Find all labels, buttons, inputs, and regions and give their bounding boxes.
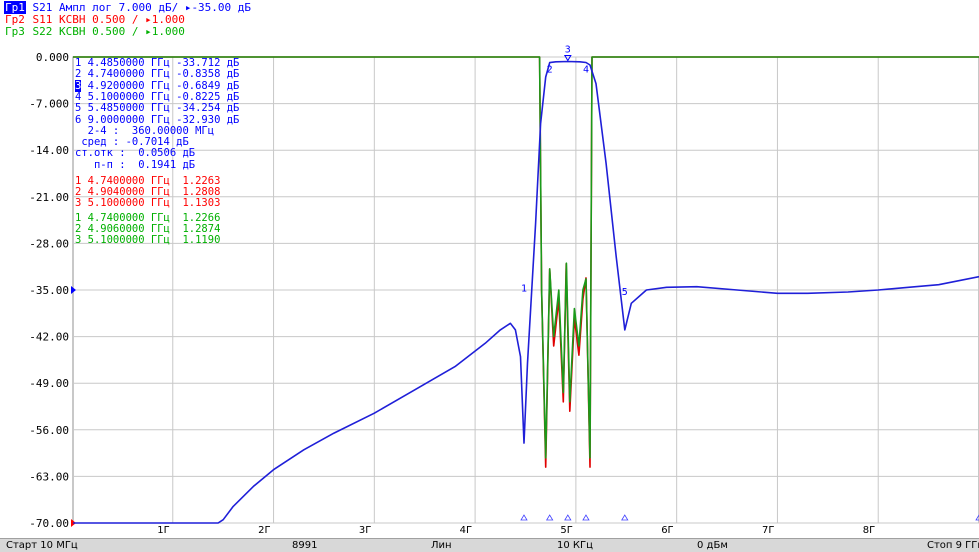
y-tick-label: -14.00 bbox=[29, 144, 69, 157]
marker-row-s22: 3 5.1000000 ГГц 1.1190 bbox=[75, 234, 221, 247]
marker-row-s11: 2 4.9040000 ГГц 1.2808 bbox=[75, 185, 221, 198]
y-tick-label: -28.00 bbox=[29, 237, 69, 250]
trace-settings: S22 КСВН 0.500 / ▸1.000 bbox=[25, 25, 185, 38]
y-tick-label: -35.00 bbox=[29, 284, 69, 297]
trace-tag[interactable]: Гр2 bbox=[5, 13, 25, 26]
trace-header-s22[interactable]: Гр3 S22 КСВН 0.500 / ▸1.000 bbox=[4, 26, 185, 38]
y-tick-label: -63.00 bbox=[29, 470, 69, 483]
marker-stimulus-pointer bbox=[564, 514, 572, 521]
stats-row: п-п : 0.1941 дБ bbox=[75, 158, 196, 171]
x-tick-label: 6Г bbox=[661, 525, 673, 536]
status-stop[interactable]: Стоп 9 ГГц bbox=[927, 540, 979, 551]
stats-row: 2-4 : 360.00000 МГц bbox=[75, 124, 215, 137]
marker-flag-3 bbox=[563, 55, 572, 62]
marker-row-s21: 2 4.7400000 ГГц -0.8358 дБ bbox=[75, 68, 240, 81]
marker-label-4: 4 bbox=[583, 64, 589, 75]
y-tick-label: -70.00 bbox=[29, 517, 69, 530]
y-tick-label: -42.00 bbox=[29, 331, 69, 344]
stats-row: сред : -0.7014 дБ bbox=[75, 136, 189, 149]
ref-level-pointer bbox=[71, 286, 76, 294]
marker-stimulus-pointer bbox=[975, 514, 979, 521]
status-bar: Старт 10 МГц 8991 Лин 10 КГц 0 дБм Стоп … bbox=[0, 538, 979, 552]
stats-row: ст.отк : 0.0506 дБ bbox=[75, 147, 196, 160]
marker-stimulus-pointer bbox=[545, 514, 554, 521]
status-start[interactable]: Старт 10 МГц bbox=[6, 540, 78, 551]
y-tick-label: -21.00 bbox=[29, 191, 69, 204]
status-sweep-type[interactable]: Лин bbox=[431, 540, 452, 551]
trace-s22 bbox=[73, 56, 979, 459]
trace-header-s11[interactable]: Гр2 S11 КСВН 0.500 / ▸1.000 bbox=[4, 14, 185, 26]
marker-row-s11: 1 4.7400000 ГГц 1.2263 bbox=[75, 174, 221, 187]
x-tick-label: 3Г bbox=[359, 525, 371, 536]
marker-stimulus-pointer bbox=[520, 514, 528, 521]
x-tick-label: 5Г bbox=[560, 525, 572, 536]
status-points[interactable]: 8991 bbox=[292, 540, 318, 551]
marker-row-s21: 6 9.0000000 ГГц -32.930 дБ bbox=[75, 113, 240, 126]
marker-row-s21: 4 5.1000000 ГГц -0.8225 дБ bbox=[75, 90, 240, 103]
status-power[interactable]: 0 дБм bbox=[697, 540, 728, 551]
trace-settings: S11 КСВН 0.500 / ▸1.000 bbox=[25, 13, 185, 26]
y-tick-label: -56.00 bbox=[29, 424, 69, 437]
marker-row-s22: 1 4.7400000 ГГц 1.2266 bbox=[75, 211, 221, 224]
trace-settings: S21 Ампл лог 7.000 дБ/ ▸-35.00 дБ bbox=[25, 1, 252, 14]
trace-tag[interactable]: Гр1 bbox=[4, 1, 26, 14]
x-tick-label: 1Г bbox=[157, 525, 169, 536]
y-tick-label: 0.000 bbox=[36, 51, 69, 64]
marker-row-s22: 2 4.9060000 ГГц 1.2874 bbox=[75, 223, 221, 236]
x-tick-label: 4Г bbox=[460, 525, 472, 536]
marker-label-5: 5 bbox=[622, 287, 628, 298]
marker-row-s21: 1 4.4850000 ГГц -33.712 дБ bbox=[75, 57, 240, 69]
x-tick-label: 7Г bbox=[762, 525, 774, 536]
marker-stimulus-pointer bbox=[582, 514, 590, 521]
trace-header-s21[interactable]: Гр1 S21 Ампл лог 7.000 дБ/ ▸-35.00 дБ bbox=[4, 1, 252, 14]
marker-label-2: 2 bbox=[547, 65, 553, 76]
status-ifbw[interactable]: 10 КГц bbox=[557, 540, 593, 551]
y-tick-label: -49.00 bbox=[29, 377, 69, 390]
marker-row-s21: 3 4.9200000 ГГц -0.6849 дБ bbox=[75, 79, 240, 92]
marker-stimulus-pointer bbox=[621, 514, 629, 521]
marker-row-s21: 5 5.4850000 ГГц -34.254 дБ bbox=[75, 102, 240, 115]
x-tick-label: 2Г bbox=[258, 525, 270, 536]
y-tick-label: -7.000 bbox=[29, 98, 69, 111]
trace-s21 bbox=[73, 60, 979, 524]
x-tick-label: 8Г bbox=[863, 525, 875, 536]
marker-row-s11: 3 5.1000000 ГГц 1.1303 bbox=[75, 197, 221, 210]
marker-label-3: 3 bbox=[565, 45, 571, 56]
trace-tag[interactable]: Гр3 bbox=[5, 25, 25, 38]
marker-label-1: 1 bbox=[521, 283, 527, 294]
